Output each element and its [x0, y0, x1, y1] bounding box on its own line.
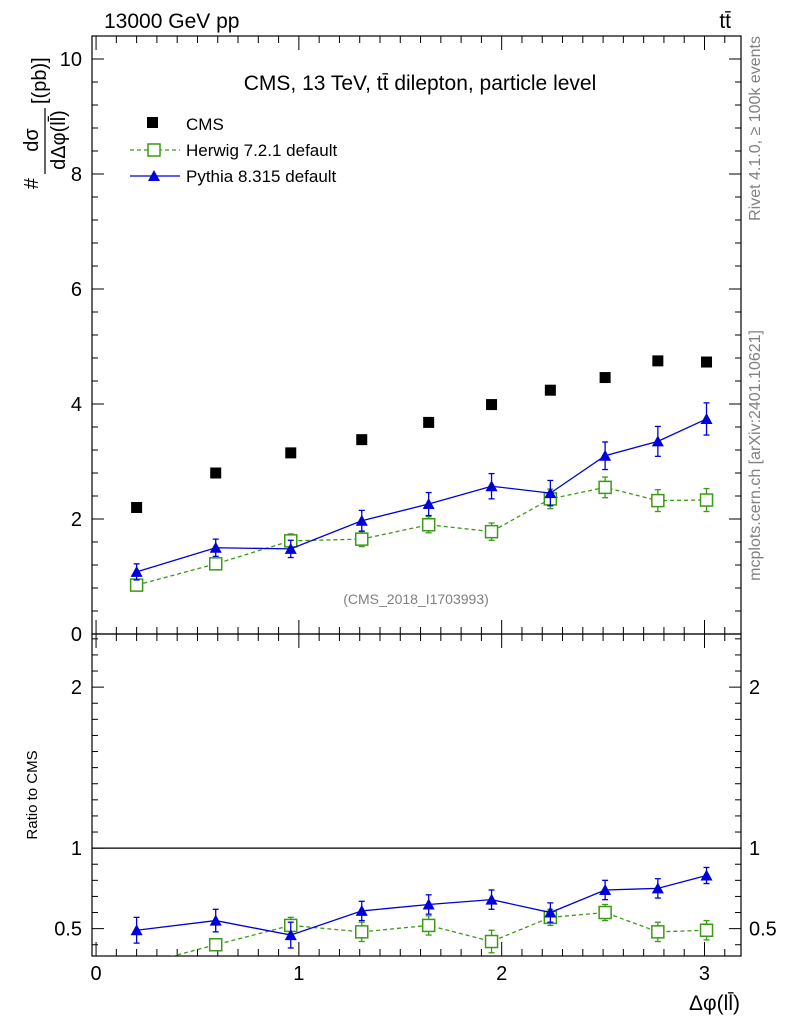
ratio-herwig-point [421, 918, 436, 933]
ratio-herwig-point [598, 905, 612, 920]
pythia-data-point [422, 498, 435, 510]
cms-data-point [486, 399, 498, 411]
ratio-pythia-point [544, 906, 557, 918]
legend-herwig-label: Herwig 7.2.1 default [186, 141, 337, 160]
y-tick-label: 2 [71, 509, 82, 531]
ratio-panel-frame [91, 633, 742, 957]
analysis-watermark: (CMS_2018_I1703993) [343, 591, 489, 607]
cms-data-point [356, 434, 368, 446]
y-tick-label: 8 [71, 164, 82, 186]
legend-cms-marker [147, 117, 158, 128]
ratio-y-label: Ratio to CMS [24, 750, 41, 839]
cms-data-point [652, 355, 664, 367]
x-tick-label: 0 [90, 963, 101, 985]
ratio-herwig-point [131, 960, 143, 972]
ratio-pythia-point [209, 914, 222, 926]
legend-pythia-label: Pythia 8.315 default [186, 167, 337, 186]
x-tick-label: 1 [293, 963, 304, 985]
ratio-y-tick-label-right: 1 [749, 838, 760, 860]
cms-data-point [423, 416, 435, 428]
herwig-data-point [421, 518, 436, 532]
ratio-herwig-point [484, 934, 499, 949]
pythia-data-point [284, 542, 297, 554]
mcplots-label: mcplots.cern.ch [arXiv:2401.10621] [747, 330, 764, 581]
legend-herwig-marker [147, 143, 161, 157]
cms-data-point [544, 384, 556, 396]
y-tick-label: 10 [60, 49, 82, 71]
pythia-data-point [355, 514, 368, 526]
pythia-data-point [209, 541, 222, 553]
legend-cms-label: CMS [186, 115, 224, 134]
ratio-pythia-point [422, 898, 435, 910]
series-line [136, 418, 707, 573]
rivet-label: Rivet 4.1.0, ≥ 100k events [747, 36, 764, 221]
ratio-pythia-point [599, 883, 612, 895]
legend: CMS Herwig 7.2.1 default Pythia 8.315 de… [130, 115, 337, 186]
main-panel: 0 2 4 6 8 10 CMS, 13 TeV, tt̄ dilepton, parti… [21, 35, 742, 646]
y-label-denominator: dΔφ(ll̄) [47, 110, 70, 170]
ratio-pythia-point [651, 882, 664, 894]
herwig-data-point [208, 557, 223, 571]
ratio-herwig-point [354, 925, 369, 939]
herwig-data-point [484, 524, 499, 539]
ratio-pythia-point [485, 893, 498, 905]
y-tick-label: 4 [71, 394, 82, 416]
ratio-pythia-point [355, 904, 368, 916]
x-tick-label: 2 [496, 963, 507, 985]
ratio-herwig-point [651, 925, 665, 939]
pythia-data-point [651, 435, 664, 447]
ratio-series [130, 866, 714, 972]
ratio-y-tick-label: 2 [71, 677, 82, 699]
main-axis-ticks: 0 2 4 6 8 10 [60, 35, 741, 646]
process-label: tt̄ [719, 10, 731, 33]
ratio-herwig-point [699, 923, 714, 937]
pythia-data-point [544, 487, 557, 499]
ratio-pythia-point [700, 869, 713, 881]
y-tick-label: 6 [71, 279, 82, 301]
ratio-herwig-point [208, 937, 223, 952]
cms-data-point [599, 372, 611, 384]
x-tick-label: 3 [699, 963, 710, 985]
cms-data-point [131, 502, 143, 513]
herwig-data-point [651, 493, 665, 508]
herwig-data-point [354, 532, 369, 546]
ratio-axis-ticks: 0.5 0.5 1 1 2 2 0 1 2 3 [54, 634, 777, 985]
cms-data-point [210, 467, 222, 479]
y-tick-label: 0 [71, 624, 82, 646]
pythia-data-point [700, 412, 713, 424]
herwig-data-point [129, 578, 144, 592]
y-label-prefix: # [21, 177, 43, 189]
ratio-series-line [136, 874, 707, 936]
series-line [136, 486, 707, 586]
y-axis-label: # dσ dΔφ(ll̄) [(pb)] [21, 57, 70, 189]
pythia-data-point [130, 565, 143, 577]
main-series [129, 355, 714, 592]
ratio-y-tick-label-right: 2 [749, 677, 760, 699]
y-label-numerator: dσ [21, 128, 43, 152]
y-label-unit: [(pb)] [29, 57, 51, 104]
ratio-pythia-point [130, 924, 143, 936]
ratio-pythia-point [284, 929, 297, 941]
energy-label: 13000 GeV pp [104, 10, 239, 33]
legend-pythia-marker [148, 170, 160, 181]
cms-data-point [285, 447, 297, 459]
pythia-data-point [599, 449, 612, 461]
x-axis-label: Δφ(ll̄) [689, 991, 740, 1015]
herwig-data-point [598, 480, 612, 495]
cms-data-point [701, 356, 713, 368]
ratio-y-tick-label-right: 0.5 [749, 919, 777, 941]
ratio-y-tick-label: 1 [71, 838, 82, 860]
ratio-series-line [170, 911, 707, 956]
ratio-y-tick-label: 0.5 [54, 919, 82, 941]
ratio-panel: 0.5 0.5 1 1 2 2 0 1 2 3 Ratio to CMS Δφ(ll̄) [24, 633, 777, 1015]
chart-title: CMS, 13 TeV, tt̄ dilepton, particle leve… [244, 72, 597, 95]
herwig-data-point [699, 493, 714, 507]
pythia-data-point [485, 480, 498, 492]
